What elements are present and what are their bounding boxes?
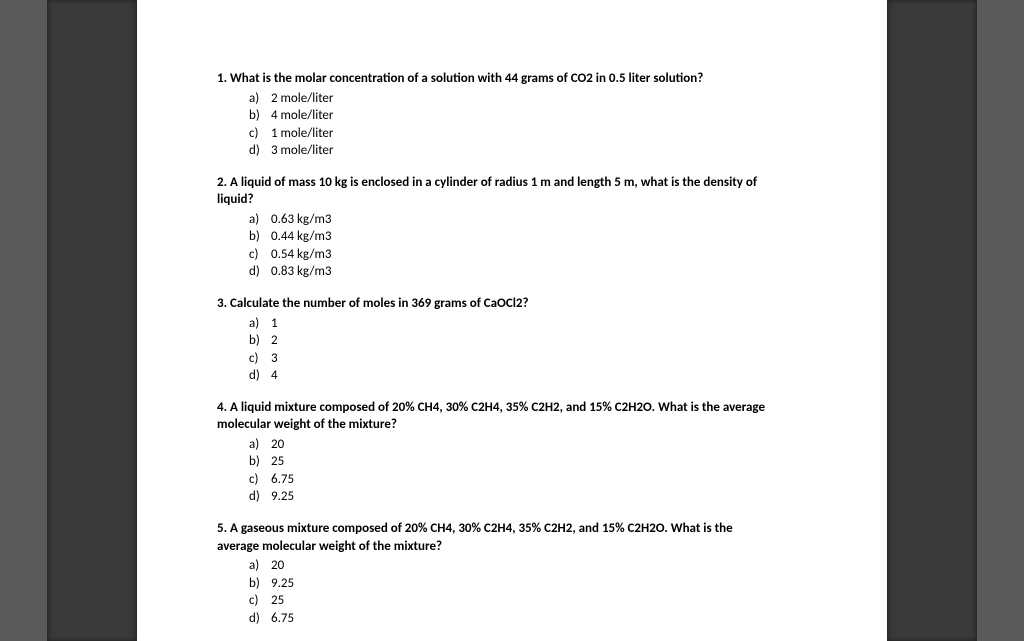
question-stem-line2: liquid?	[217, 191, 827, 209]
option-text: 1	[271, 315, 827, 333]
question-block: 2. A liquid of mass 10 kg is enclosed in…	[217, 174, 827, 281]
option-row: b)9.25	[249, 575, 827, 593]
option-row: b)0.44 kg/m3	[249, 228, 827, 246]
question-number: 4.	[217, 400, 227, 415]
header-blank-area	[225, 30, 820, 58]
option-text: 0.44 kg/m3	[271, 228, 827, 246]
option-text: 0.54 kg/m3	[271, 246, 827, 264]
option-letter: b)	[249, 107, 271, 125]
option-row: c)0.54 kg/m3	[249, 246, 827, 264]
option-row: d)6.75	[249, 610, 827, 628]
question-stem-line2: molecular weight of the mixture?	[217, 416, 827, 434]
option-letter: b)	[249, 453, 271, 471]
option-row: c)3	[249, 350, 827, 368]
option-row: a)1	[249, 315, 827, 333]
option-row: c)25	[249, 592, 827, 610]
option-text: 25	[271, 592, 827, 610]
question-block: 3. Calculate the number of moles in 369 …	[217, 295, 827, 385]
option-row: b)25	[249, 453, 827, 471]
option-letter: a)	[249, 436, 271, 454]
option-list: a)0.63 kg/m3 b)0.44 kg/m3 c)0.54 kg/m3 d…	[249, 211, 827, 281]
option-text: 0.63 kg/m3	[271, 211, 827, 229]
option-list: a)20 b)9.25 c)25 d)6.75	[249, 557, 827, 627]
option-letter: c)	[249, 125, 271, 143]
question-stem: 2. A liquid of mass 10 kg is enclosed in…	[217, 174, 827, 192]
question-number: 2.	[217, 175, 227, 190]
question-stem: 4. A liquid mixture composed of 20% CH4,…	[217, 399, 827, 417]
question-number: 1.	[217, 71, 227, 86]
option-letter: c)	[249, 350, 271, 368]
question-block: 4. A liquid mixture composed of 20% CH4,…	[217, 399, 827, 506]
option-letter: a)	[249, 90, 271, 108]
option-row: a)0.63 kg/m3	[249, 211, 827, 229]
option-letter: d)	[249, 610, 271, 628]
option-row: b)4 mole/liter	[249, 107, 827, 125]
question-stem: 5. A gaseous mixture composed of 20% CH4…	[217, 520, 827, 538]
option-letter: b)	[249, 228, 271, 246]
option-row: a)2 mole/liter	[249, 90, 827, 108]
option-text: 3	[271, 350, 827, 368]
option-row: d)9.25	[249, 488, 827, 506]
option-text: 20	[271, 557, 827, 575]
option-list: a)20 b)25 c)6.75 d)9.25	[249, 436, 827, 506]
option-letter: c)	[249, 246, 271, 264]
option-letter: c)	[249, 592, 271, 610]
option-text: 6.75	[271, 471, 827, 489]
option-text: 20	[271, 436, 827, 454]
question-text: Calculate the number of moles in 369 gra…	[230, 296, 529, 311]
option-letter: a)	[249, 557, 271, 575]
option-row: d)4	[249, 367, 827, 385]
option-text: 2	[271, 332, 827, 350]
option-row: c)1 mole/liter	[249, 125, 827, 143]
question-number: 5.	[217, 521, 227, 536]
document-page: 1. What is the molar concentration of a …	[137, 0, 887, 641]
question-stem: 3. Calculate the number of moles in 369 …	[217, 295, 827, 313]
question-block: 1. What is the molar concentration of a …	[217, 70, 827, 160]
option-text: 3 mole/liter	[271, 142, 827, 160]
option-row: b)2	[249, 332, 827, 350]
option-list: a)2 mole/liter b)4 mole/liter c)1 mole/l…	[249, 90, 827, 160]
option-row: c)6.75	[249, 471, 827, 489]
question-text: A liquid of mass 10 kg is enclosed in a …	[230, 175, 757, 190]
option-text: 0.83 kg/m3	[271, 263, 827, 281]
option-row: d)3 mole/liter	[249, 142, 827, 160]
option-letter: a)	[249, 315, 271, 333]
option-row: d)0.83 kg/m3	[249, 263, 827, 281]
option-text: 4 mole/liter	[271, 107, 827, 125]
option-text: 4	[271, 367, 827, 385]
option-text: 2 mole/liter	[271, 90, 827, 108]
option-letter: d)	[249, 263, 271, 281]
question-text: A liquid mixture composed of 20% CH4, 30…	[230, 400, 765, 415]
option-text: 6.75	[271, 610, 827, 628]
question-text: What is the molar concentration of a sol…	[230, 71, 703, 86]
option-text: 25	[271, 453, 827, 471]
option-letter: a)	[249, 211, 271, 229]
option-letter: d)	[249, 488, 271, 506]
question-text: A gaseous mixture composed of 20% CH4, 3…	[230, 521, 733, 536]
option-letter: c)	[249, 471, 271, 489]
option-text: 9.25	[271, 575, 827, 593]
viewer-outer-frame: 1. What is the molar concentration of a …	[0, 0, 1024, 641]
option-list: a)1 b)2 c)3 d)4	[249, 315, 827, 385]
question-stem-line2: average molecular weight of the mixture?	[217, 538, 827, 556]
option-letter: d)	[249, 367, 271, 385]
option-row: a)20	[249, 557, 827, 575]
question-stem: 1. What is the molar concentration of a …	[217, 70, 827, 88]
viewer-mid-frame: 1. What is the molar concentration of a …	[47, 0, 977, 641]
option-letter: b)	[249, 575, 271, 593]
option-row: a)20	[249, 436, 827, 454]
option-letter: d)	[249, 142, 271, 160]
question-block: 5. A gaseous mixture composed of 20% CH4…	[217, 520, 827, 627]
question-number: 3.	[217, 296, 227, 311]
option-text: 1 mole/liter	[271, 125, 827, 143]
option-text: 9.25	[271, 488, 827, 506]
option-letter: b)	[249, 332, 271, 350]
